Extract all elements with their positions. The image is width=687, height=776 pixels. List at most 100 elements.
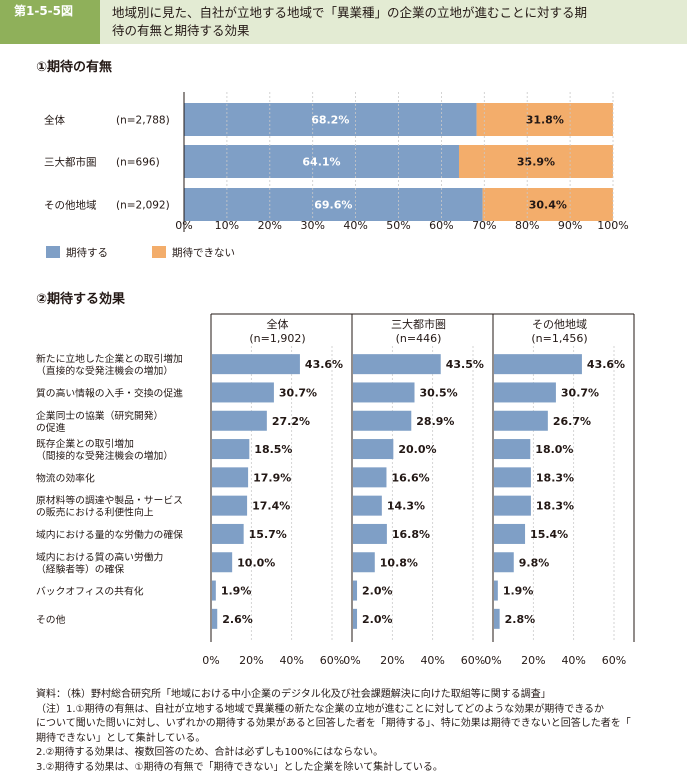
not-expect-bar xyxy=(476,103,613,136)
panel-title: 全体 xyxy=(267,317,289,331)
x-tick-label: 20% xyxy=(521,654,545,667)
effect-bar xyxy=(212,523,244,544)
effect-bar xyxy=(494,608,500,629)
x-tick-label: 100% xyxy=(597,219,628,232)
note-1c: 期待できない」として集計している。 xyxy=(36,732,206,744)
effect-bar xyxy=(212,467,249,488)
effect-value-label: 27.2% xyxy=(272,415,310,428)
effect-value-label: 43.6% xyxy=(587,358,625,371)
effect-bar xyxy=(353,382,415,403)
effect-category-label: 企業同士の協業（研究開発） xyxy=(36,409,163,422)
bar-value-label: 31.8% xyxy=(526,114,564,127)
sample-size-label: (n=2,092) xyxy=(116,200,170,212)
effect-value-label: 2.8% xyxy=(505,613,536,626)
x-tick-label: 20% xyxy=(258,219,282,232)
panel-sample-size: (n=1,456) xyxy=(531,332,587,345)
section-title-expectation: ①期待の有無 xyxy=(36,60,113,75)
note-1b: について聞いた問いに対し、いずれかの期待する効果があると回答した者を「期待する」… xyxy=(36,718,631,729)
effect-bar xyxy=(353,495,382,516)
effect-bar xyxy=(353,552,375,573)
x-tick-label: 20% xyxy=(380,654,404,667)
effect-value-label: 15.7% xyxy=(249,528,287,541)
expect-bar xyxy=(184,188,483,221)
effect-value-label: 26.7% xyxy=(553,415,591,428)
effect-bar xyxy=(494,410,548,431)
x-tick-label: 70% xyxy=(472,219,496,232)
x-tick-label: 20% xyxy=(239,654,263,667)
x-tick-label: 60% xyxy=(461,654,485,667)
effect-value-label: 18.3% xyxy=(536,471,574,484)
bar-value-label: 68.2% xyxy=(311,114,349,127)
legend-swatch xyxy=(46,246,60,258)
effect-bar xyxy=(353,410,412,431)
effect-value-label: 30.7% xyxy=(561,386,599,399)
effect-value-label: 9.8% xyxy=(519,556,550,569)
effect-bar xyxy=(353,439,394,460)
effect-value-label: 2.0% xyxy=(362,613,393,626)
note-1a: （注）1.①期待の有無は、自社が立地する地域で異業種の新たな企業の立地が進むこと… xyxy=(36,703,605,715)
effect-bar xyxy=(353,467,387,488)
x-tick-label: 10% xyxy=(215,219,239,232)
bar-value-label: 35.9% xyxy=(517,156,555,169)
effect-bar xyxy=(353,580,358,601)
expect-bar xyxy=(184,103,477,136)
effect-bar xyxy=(494,523,526,544)
effect-bar xyxy=(212,552,233,573)
effect-value-label: 18.3% xyxy=(536,500,574,513)
effect-bar xyxy=(494,552,514,573)
effect-value-label: 17.9% xyxy=(253,471,291,484)
effect-value-label: 20.0% xyxy=(398,443,436,456)
x-tick-label: 40% xyxy=(343,219,367,232)
bar-value-label: 64.1% xyxy=(302,156,340,169)
x-tick-label: 30% xyxy=(300,219,324,232)
effect-bar xyxy=(353,354,441,375)
effect-category-label: 物流の効率化 xyxy=(36,471,95,484)
x-tick-label: 90% xyxy=(558,219,582,232)
effect-bar xyxy=(494,439,531,460)
effect-bar xyxy=(212,439,250,460)
effect-value-label: 1.9% xyxy=(503,585,534,598)
effect-category-label: 域内における量的な労働力の確保 xyxy=(36,528,183,541)
effect-value-label: 17.4% xyxy=(252,500,290,513)
panel-sample-size: (n=446) xyxy=(396,332,442,345)
effect-value-label: 15.4% xyxy=(530,528,568,541)
x-tick-label: 0% xyxy=(484,654,501,667)
effect-bar xyxy=(212,410,267,431)
panel-title: 三大都市圏 xyxy=(391,317,446,331)
effect-category-label: その他 xyxy=(36,613,66,626)
x-tick-label: 50% xyxy=(386,219,410,232)
effect-category-label: 既存企業との取引増加 xyxy=(36,437,134,450)
effect-category-label: バックオフィスの共有化 xyxy=(36,585,144,598)
note-2: 2.②期待する効果は、複数回答のため、合計は必ずしも100%にはならない。 xyxy=(36,747,384,758)
sample-size-label: (n=2,788) xyxy=(116,115,170,127)
bar-value-label: 69.6% xyxy=(314,199,352,212)
effect-bar xyxy=(353,608,358,629)
figure-title-line-1: 地域別に見た、自社が立地する地域で「異業種」の企業の立地が進むことに対する期 xyxy=(112,5,588,20)
x-tick-label: 0% xyxy=(202,654,219,667)
effect-category-label: 原材料等の調達や製品・サービス xyxy=(36,494,183,507)
effect-value-label: 16.6% xyxy=(391,471,429,484)
figure-header: 第1-5-5図 地域別に見た、自社が立地する地域で「異業種」の企業の立地が進むこ… xyxy=(0,0,687,44)
effect-bar xyxy=(494,382,556,403)
effect-category-label: の販売における利便性向上 xyxy=(36,506,154,519)
figure-number: 第1-5-5図 xyxy=(0,0,100,44)
effect-bar xyxy=(212,608,218,629)
figure-title: 地域別に見た、自社が立地する地域で「異業種」の企業の立地が進むことに対する期 待… xyxy=(112,4,677,40)
effect-value-label: 10.0% xyxy=(237,556,275,569)
section-title-effects: ②期待する効果 xyxy=(36,292,126,307)
effect-value-label: 18.5% xyxy=(254,443,292,456)
figure-title-line-2: 待の有無と期待する効果 xyxy=(112,23,250,38)
effect-value-label: 18.0% xyxy=(535,443,573,456)
note-3: 3.②期待する効果は、①期待の有無で「期待できない」とした企業を除いて集計してい… xyxy=(36,761,443,773)
effect-category-label: （経験者等）の確保 xyxy=(36,562,124,575)
effect-category-label: 新たに立地した企業との取引増加 xyxy=(36,352,183,365)
effect-category-label: 質の高い情報の入手・交換の促進 xyxy=(36,386,183,399)
effect-value-label: 2.6% xyxy=(222,613,253,626)
legend-label: 期待できない xyxy=(172,246,235,259)
x-tick-label: 80% xyxy=(515,219,539,232)
effect-bar xyxy=(212,580,216,601)
effect-category-label: の促進 xyxy=(36,421,66,434)
notes: 資料：（株）野村総合研究所「地域における中小企業のデジタル化及び社会課題解決に向… xyxy=(36,688,676,775)
x-tick-label: 40% xyxy=(279,654,303,667)
bar-value-label: 30.4% xyxy=(529,199,567,212)
